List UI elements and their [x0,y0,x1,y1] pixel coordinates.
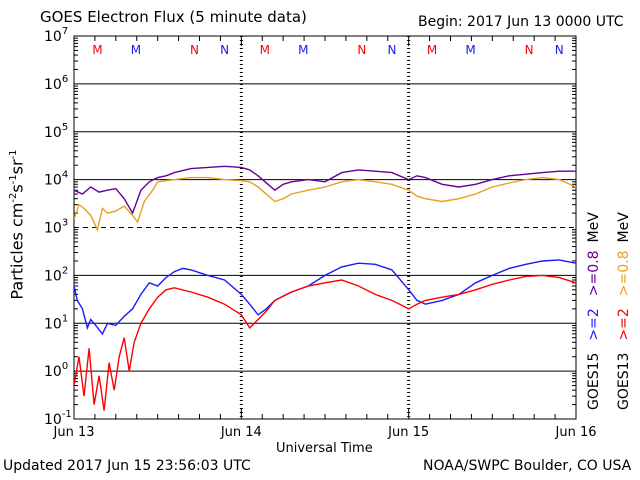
x-tick-label: Jun 13 [53,425,95,440]
midnight-noon-marker: M [260,43,270,57]
midnight-noon-marker: N [555,43,564,57]
y-tick-label: 101 [44,313,68,332]
midnight-noon-marker: N [357,43,366,57]
midnight-noon-marker: N [387,43,396,57]
y-tick-label: 100 [44,361,68,380]
updated-timestamp: Updated 2017 Jun 15 23:56:03 UTC [3,458,251,474]
midnight-noon-marker: M [465,43,475,57]
series-line [74,274,576,411]
x-tick-label: Jun 16 [555,425,597,440]
midnight-noon-marker: N [190,43,199,57]
x-tick-label: Jun 14 [220,425,262,440]
midnight-noon-marker: N [525,43,534,57]
midnight-noon-marker: M [298,43,308,57]
legend-text: GOES15>=2>=0.8MeV [586,212,602,410]
x-tick-label: Jun 15 [387,425,429,440]
legend-text: GOES13>=2>=0.8MeV [616,212,632,410]
series-line [74,176,576,232]
y-tick-label: 10-1 [44,409,72,428]
midnight-noon-marker: M [131,43,141,57]
midnight-noon-marker: M [92,43,102,57]
y-tick-label: 102 [44,265,68,284]
midnight-noon-marker: M [427,43,437,57]
midnight-noon-marker: N [220,43,229,57]
credit-text: NOAA/SWPC Boulder, CO USA [423,458,632,474]
y-tick-label: 104 [44,170,68,189]
y-tick-label: 103 [44,218,68,237]
x-axis-label: Universal Time [276,441,373,456]
y-tick-label: 107 [44,26,68,45]
y-tick-label: 105 [44,122,68,141]
legend-column: GOES13>=2>=0.8MeV [616,212,632,410]
begin-time: Begin: 2017 Jun 13 0000 UTC [418,14,624,30]
legend-column: GOES15>=2>=0.8MeV [586,212,602,410]
y-tick-label: 106 [44,74,68,93]
series-line [74,165,576,215]
chart-title: GOES Electron Flux (5 minute data) [40,8,307,26]
